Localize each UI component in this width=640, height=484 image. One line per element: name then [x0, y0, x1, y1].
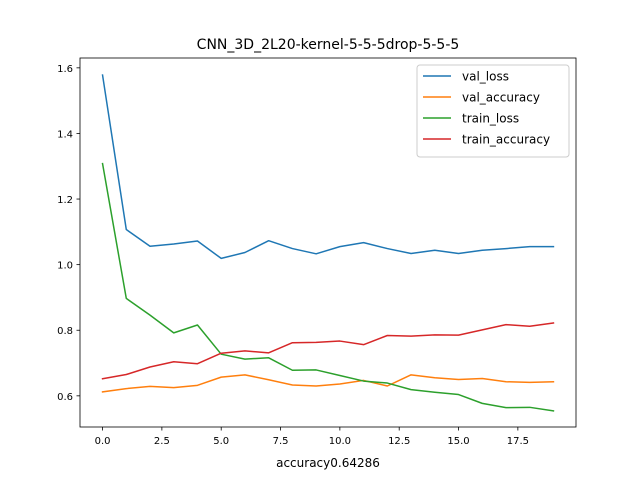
- plot-frame: [79, 57, 577, 428]
- legend: val_loss val_accuracy train_loss train_accu…: [416, 64, 570, 158]
- x-tick-label: 2.5: [154, 436, 170, 447]
- legend-label-train_accuracy: train_accuracy: [462, 133, 550, 147]
- x-axis-label: accuracy0.64286: [276, 456, 380, 470]
- y-tick-label: 0.6: [57, 392, 73, 403]
- legend-label-val_loss: val_loss: [462, 70, 509, 84]
- x-tick-label: 10.0: [329, 436, 351, 447]
- y-tick-label: 1.6: [57, 64, 73, 75]
- legend-label-train_loss: train_loss: [462, 112, 519, 126]
- axes: 0.0 2.5 5.0 7.5 10.0 12.5 15.0 17.5 0.6 0.8 1.0 1.2…: [57, 57, 577, 447]
- series-lines: [101, 74, 555, 412]
- y-tick-label: 1.0: [57, 261, 73, 272]
- x-tick-label: 12.5: [388, 436, 410, 447]
- y-tick-label: 0.8: [57, 326, 73, 337]
- x-tick-label: 0.0: [95, 436, 111, 447]
- legend-label-val_accuracy: val_accuracy: [462, 91, 540, 105]
- series-line-train_accuracy: [101, 322, 555, 380]
- legend-box: [416, 64, 570, 158]
- chart-title: CNN_3D_2L20-kernel-5-5-5drop-5-5-5: [197, 37, 460, 53]
- x-tick-label: 15.0: [447, 436, 469, 447]
- series-line-train_loss: [101, 162, 555, 412]
- series-line-val_accuracy: [101, 374, 555, 393]
- series-line-val_loss: [101, 74, 555, 260]
- x-tick-label: 17.5: [507, 436, 529, 447]
- x-tick-label: 7.5: [273, 436, 289, 447]
- y-tick-label: 1.4: [57, 129, 73, 140]
- x-tick-label: 5.0: [213, 436, 229, 447]
- y-tick-label: 1.2: [57, 195, 73, 206]
